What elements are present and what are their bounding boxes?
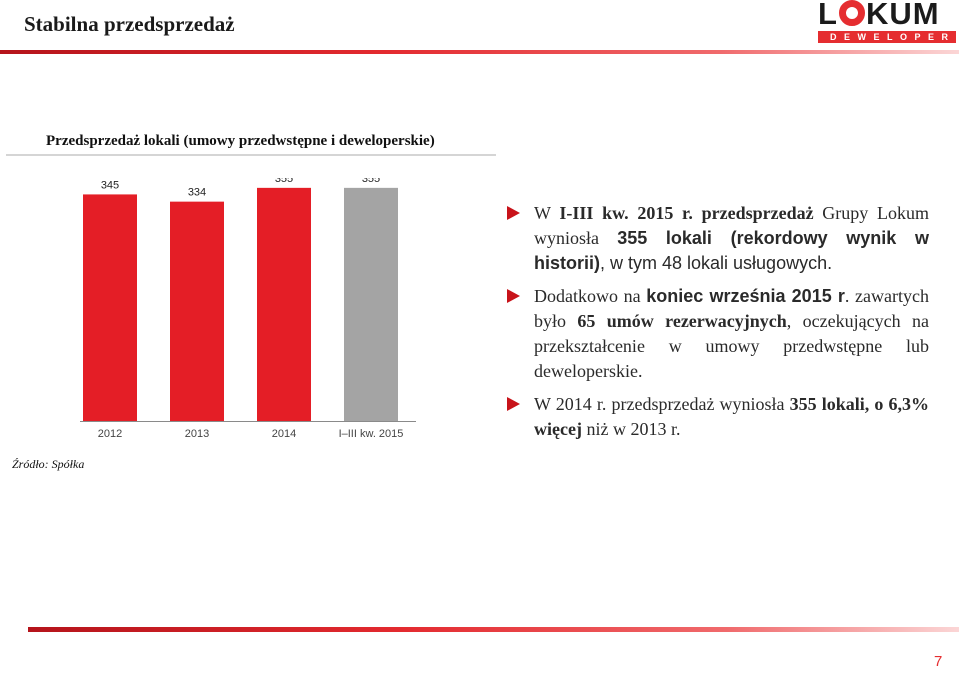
triangle-bullet-icon <box>507 206 520 220</box>
triangle-bullet-icon <box>507 289 520 303</box>
bullet-item: Dodatkowo na koniec września 2015 r. zaw… <box>505 284 929 384</box>
bullet-text-segment: , oczekujących na przekształcenie w umow… <box>534 311 929 381</box>
top-rule-divider <box>0 50 959 54</box>
bullet-list: W I-III kw. 2015 r. przedsprzedaż Grupy … <box>505 201 929 450</box>
bullet-text-segment: , w tym 48 lokali usługowych. <box>600 253 833 273</box>
bar-value-label: 334 <box>188 187 206 199</box>
source-note: Źródło: Spółka <box>12 457 85 471</box>
bullet-item: W I-III kw. 2015 r. przedsprzedaż Grupy … <box>505 201 929 276</box>
bar-2014 <box>257 187 311 421</box>
heading-divider <box>6 154 496 156</box>
bar-I–III kw. 2015 <box>344 187 398 421</box>
bar-2013 <box>170 201 224 421</box>
bullet-text-segment: I-III kw. 2015 r. przedsprzedaż <box>559 203 814 223</box>
bullet-text-segment: 65 umów rezerwacyjnych <box>577 311 787 331</box>
bar-value-label: 355 <box>275 178 293 185</box>
category-label: 2014 <box>272 428 296 440</box>
bullet-item: W 2014 r. przedsprzedaż wyniosła 355 lok… <box>505 392 929 442</box>
logo-tagline: DEWELOPER <box>818 31 956 43</box>
page-number: 7 <box>934 653 943 670</box>
bullet-text-segment: 355 lokali, o 6,3% więcej <box>534 394 930 439</box>
lokum-logo: L KUM DEWELOPER <box>818 0 956 43</box>
section-heading: Przedsprzedaż lokali (umowy przedwstępne… <box>46 133 435 149</box>
presale-bar-chart: 345 2012 334 2013 355 2014 355 I–III kw. 2015 <box>80 178 416 440</box>
category-label: I–III kw. 2015 <box>339 428 404 440</box>
category-label: 2013 <box>185 428 209 440</box>
bullet-text-segment: W <box>534 203 560 223</box>
bullet-text-segment: 355 lokali (rekordowy wynik w historii) <box>534 228 929 273</box>
bar-value-label: 345 <box>101 179 119 191</box>
bottom-rule-divider <box>28 627 959 632</box>
category-label: 2012 <box>98 428 122 440</box>
bullet-text-segment: niż w 2013 r. <box>581 419 681 439</box>
bullet-text-segment: koniec września 2015 r <box>646 286 845 306</box>
logo-circle-icon <box>838 0 865 26</box>
bullet-text-segment: Dodatkowo na <box>534 286 647 306</box>
bar-value-label: 355 <box>362 178 380 185</box>
page-title: Stabilna przedsprzedaż <box>24 12 235 36</box>
triangle-bullet-icon <box>507 397 520 411</box>
bullet-text-segment: . zawartych było <box>534 286 930 331</box>
bullet-text-segment: Grupy Lokum wyniosła <box>534 203 930 248</box>
logo-wordmark: L KUM <box>818 0 940 31</box>
bullet-text-segment: W 2014 r. przedsprzedaż wyniosła <box>534 394 790 414</box>
bar-2012 <box>83 194 137 421</box>
